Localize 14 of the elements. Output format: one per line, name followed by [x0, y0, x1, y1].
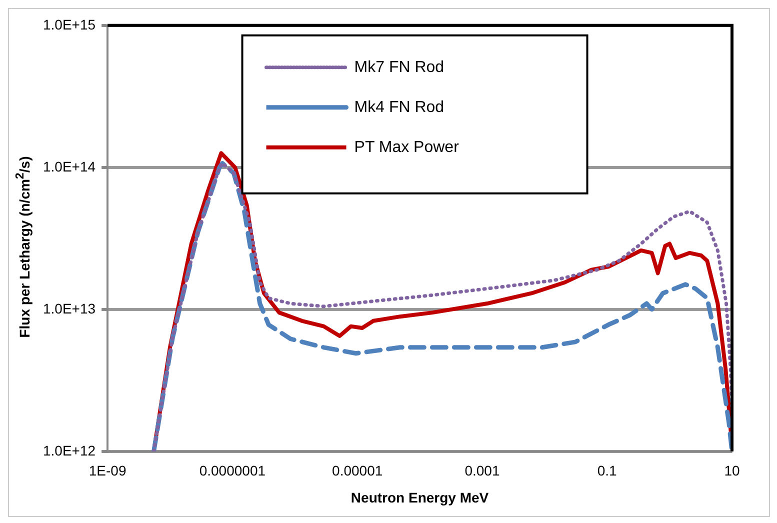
x-tick-label: 0.00001 — [332, 462, 383, 479]
y-tick-label: 1.0E+13 — [42, 300, 96, 316]
y-tick-label: 1.0E+12 — [42, 442, 96, 458]
legend-label: Mk7 FN Rod — [354, 58, 444, 76]
y-tick-label: 1.0E+14 — [42, 158, 96, 174]
legend-label: PT Max Power — [354, 138, 460, 156]
x-tick-label: 0.1 — [597, 462, 618, 479]
x-axis-title: Neutron Energy MeV — [350, 489, 490, 506]
y-tick-label: 1.0E+15 — [42, 16, 96, 32]
x-tick-label: 10 — [724, 462, 740, 479]
x-tick-label: 0.001 — [464, 462, 500, 479]
x-tick-label: 0.0000001 — [199, 462, 266, 479]
legend-label: Mk4 FN Rod — [354, 98, 444, 116]
x-tick-label: 1E-09 — [88, 462, 126, 479]
